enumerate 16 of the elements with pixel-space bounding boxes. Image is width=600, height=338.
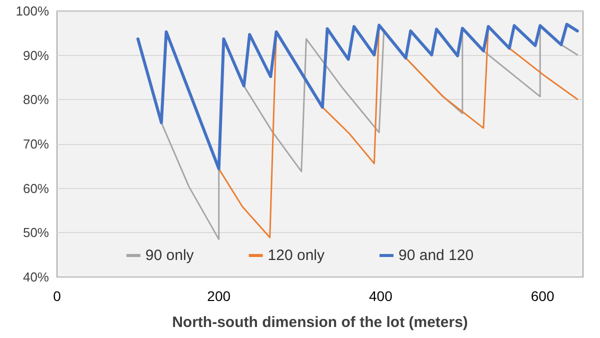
y-tick-label: 40% (22, 270, 50, 284)
y-tick-label: 80% (22, 92, 50, 108)
x-tick-label: 0 (53, 288, 62, 304)
x-tick-label: 600 (530, 288, 554, 304)
legend-label: 90 and 120 (398, 247, 474, 264)
line-series (136, 22, 579, 170)
y-tick-label: 90% (22, 48, 50, 63)
y-tick-label: 60% (22, 180, 50, 196)
legend-label: 120 only (268, 247, 326, 264)
x-tick-label: 200 (207, 288, 231, 304)
x-axis-title: North-south dimension of the lot (meters) (172, 314, 468, 331)
y-tick-label: 100% (16, 4, 50, 18)
legend-label: 90 only (145, 247, 194, 264)
x-tick-label: 400 (369, 288, 393, 304)
y-tick-label: 50% (22, 225, 50, 240)
y-tick-label: 70% (22, 136, 50, 152)
